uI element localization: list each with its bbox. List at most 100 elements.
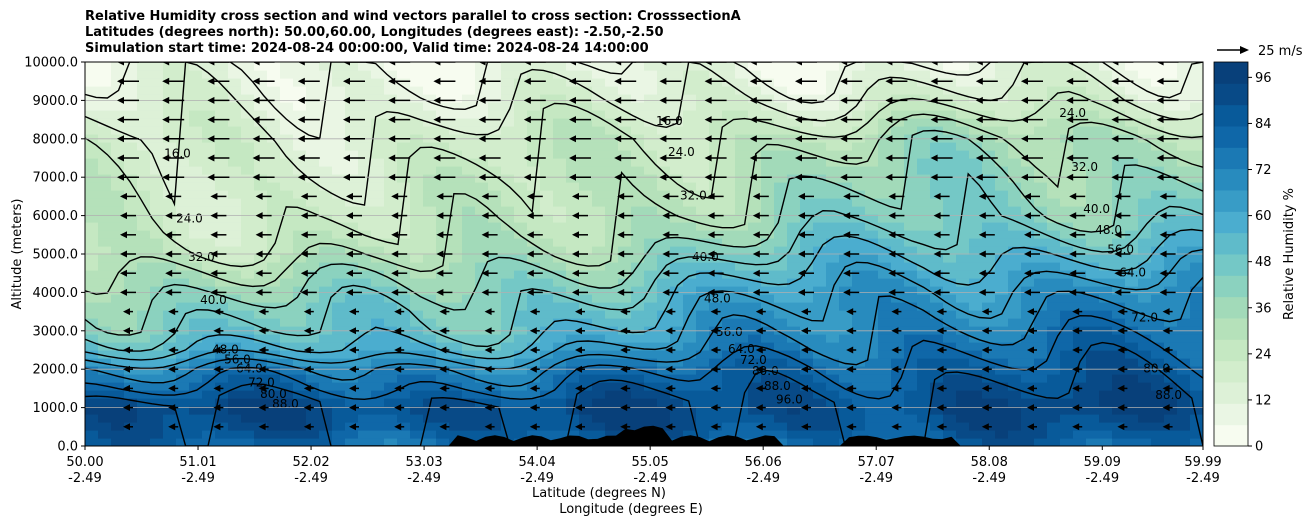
wind-arrow-icon xyxy=(710,365,718,373)
humidity-cell xyxy=(488,246,502,255)
humidity-cell xyxy=(540,110,554,119)
humidity-cell xyxy=(501,70,515,79)
humidity-cell xyxy=(826,222,840,231)
humidity-cell xyxy=(1151,270,1165,279)
humidity-cell xyxy=(553,286,567,295)
humidity-cell xyxy=(761,214,775,223)
humidity-cell xyxy=(917,150,931,159)
humidity-cell xyxy=(774,110,788,119)
humidity-cell xyxy=(1125,142,1139,151)
humidity-cell xyxy=(85,206,99,215)
humidity-cell xyxy=(98,334,112,343)
humidity-cell xyxy=(1138,142,1152,151)
humidity-cell xyxy=(800,214,814,223)
humidity-cell xyxy=(1138,102,1152,111)
humidity-cell xyxy=(540,158,554,167)
humidity-cell xyxy=(215,414,229,423)
wind-arrow-icon xyxy=(343,116,350,124)
humidity-cell xyxy=(657,326,671,335)
humidity-cell xyxy=(566,278,580,287)
humidity-cell xyxy=(917,182,931,191)
humidity-cell xyxy=(150,318,164,327)
humidity-cell xyxy=(735,334,749,343)
humidity-cell xyxy=(475,126,489,135)
humidity-cell xyxy=(618,310,632,319)
humidity-cell xyxy=(1138,422,1152,431)
humidity-cell xyxy=(631,406,645,415)
wind-arrow-icon xyxy=(749,173,757,181)
humidity-cell xyxy=(813,414,827,423)
humidity-cell xyxy=(995,270,1009,279)
wind-arrow-icon xyxy=(123,423,130,431)
humidity-cell xyxy=(800,270,814,279)
humidity-cell xyxy=(540,262,554,271)
humidity-cell xyxy=(1164,342,1178,351)
humidity-cell xyxy=(839,382,853,391)
humidity-cell xyxy=(644,254,658,263)
humidity-cell xyxy=(228,222,242,231)
humidity-cell xyxy=(826,406,840,415)
humidity-cell xyxy=(488,334,502,343)
humidity-cell xyxy=(150,286,164,295)
humidity-cell xyxy=(176,318,190,327)
humidity-cell xyxy=(423,438,437,446)
humidity-cell xyxy=(683,86,697,95)
humidity-cell xyxy=(267,126,281,135)
humidity-cell xyxy=(527,374,541,383)
humidity-cell xyxy=(657,182,671,191)
humidity-cell xyxy=(670,78,684,87)
humidity-cell xyxy=(852,310,866,319)
humidity-cell xyxy=(969,78,983,87)
humidity-cell xyxy=(176,326,190,335)
humidity-cell xyxy=(267,246,281,255)
humidity-cell xyxy=(1125,254,1139,263)
humidity-cell xyxy=(1034,366,1048,375)
humidity-cell xyxy=(748,350,762,359)
humidity-cell xyxy=(1008,86,1022,95)
humidity-cell xyxy=(358,318,372,327)
humidity-cell xyxy=(1099,126,1113,135)
humidity-cell xyxy=(306,294,320,303)
humidity-cell xyxy=(241,246,255,255)
humidity-cell xyxy=(1138,334,1152,343)
humidity-cell xyxy=(826,78,840,87)
humidity-cell xyxy=(1177,286,1191,295)
humidity-cell xyxy=(904,134,918,143)
humidity-cell xyxy=(852,342,866,351)
humidity-cell xyxy=(995,166,1009,175)
contour-label: 56.0 xyxy=(224,352,251,366)
humidity-cell xyxy=(956,430,970,439)
humidity-cell xyxy=(813,270,827,279)
humidity-cell xyxy=(215,86,229,95)
wind-arrow-icon xyxy=(843,192,851,200)
humidity-cell xyxy=(917,94,931,103)
humidity-cell xyxy=(98,118,112,127)
humidity-cell xyxy=(722,230,736,239)
humidity-cell xyxy=(462,358,476,367)
humidity-cell xyxy=(696,278,710,287)
humidity-cell xyxy=(748,246,762,255)
humidity-cell xyxy=(319,438,333,446)
humidity-cell xyxy=(735,414,749,423)
wind-arrow-icon xyxy=(394,365,402,373)
humidity-cell xyxy=(982,254,996,263)
humidity-cell xyxy=(644,230,658,239)
humidity-cell xyxy=(787,382,801,391)
humidity-cell xyxy=(1177,326,1191,335)
humidity-cell xyxy=(826,238,840,247)
humidity-cell xyxy=(319,342,333,351)
humidity-cell xyxy=(813,238,827,247)
humidity-cell xyxy=(839,238,853,247)
humidity-cell xyxy=(579,126,593,135)
wind-arrow-icon xyxy=(665,308,673,316)
humidity-cell xyxy=(462,350,476,359)
humidity-cell xyxy=(748,118,762,127)
wind-arrow-icon xyxy=(981,346,989,354)
humidity-cell xyxy=(813,278,827,287)
humidity-cell xyxy=(956,414,970,423)
humidity-cell xyxy=(813,366,827,375)
humidity-cell xyxy=(826,342,840,351)
humidity-cell xyxy=(150,326,164,335)
humidity-cell xyxy=(449,334,463,343)
humidity-cell xyxy=(397,142,411,151)
